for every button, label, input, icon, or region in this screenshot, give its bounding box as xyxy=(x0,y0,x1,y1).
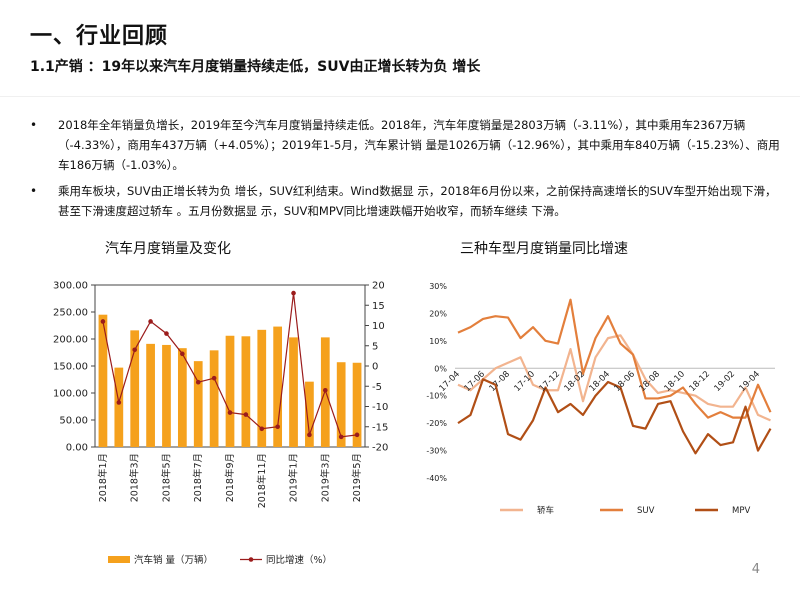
growth-point xyxy=(180,351,185,357)
left-axis-tick-label: 150.00 xyxy=(53,362,88,373)
sales-bar-line-chart: 0.00 50.00 100.00 150.00 200.00 250.00 300.00 -… xyxy=(53,281,388,567)
right-axis-tick-label: 0 xyxy=(372,362,378,373)
y-axis-tick-label: -20% xyxy=(426,419,447,428)
sales-bar xyxy=(241,336,251,447)
x-axis-tick-label: 19-04 xyxy=(738,369,763,394)
growth-point xyxy=(211,375,217,381)
legend-label-growth: 同比增速（%） xyxy=(266,554,332,566)
chart-2-title: 三种车型月度销量同比增速 xyxy=(460,241,628,257)
growth-point xyxy=(243,412,249,417)
legend-label-3: MPV xyxy=(732,506,750,516)
sales-bar xyxy=(225,335,235,447)
sales-bar xyxy=(209,350,219,447)
page-number: 4 xyxy=(751,562,760,577)
sales-bar xyxy=(146,343,155,447)
growth-point xyxy=(227,410,233,415)
sales-bar xyxy=(177,348,187,447)
legend-label-sales: 汽车销 量（万辆） xyxy=(134,554,213,566)
legend-label-2: SUV xyxy=(637,506,655,516)
growth-point xyxy=(354,432,360,438)
x-axis-tick-label: 2018年7月 xyxy=(192,453,204,502)
left-axis-tick-label: 300.00 xyxy=(53,281,88,292)
bullet-dot-icon: • xyxy=(30,118,38,132)
growth-point xyxy=(291,290,296,296)
growth-point xyxy=(275,424,280,430)
x-axis-tick-label: 2018年11月 xyxy=(256,453,268,508)
sales-bar xyxy=(352,362,362,447)
x-axis-tick-label: 2019年3月 xyxy=(319,453,331,502)
sales-bar xyxy=(98,314,108,447)
sales-bar xyxy=(273,326,283,447)
y-axis-tick-label: 20% xyxy=(429,309,447,318)
right-axis-tick-label: 5 xyxy=(372,341,378,352)
sales-bar xyxy=(305,381,314,447)
y-axis-tick-label: -10% xyxy=(426,392,447,401)
segment-growth-line-chart: 30%20%10%0%-10%-20%-30%-40%17-04 17-06 17-… xyxy=(426,282,775,516)
series-line-3 xyxy=(457,378,772,455)
growth-point xyxy=(338,434,344,440)
x-axis-tick-label: 17-06 xyxy=(463,369,488,394)
chart-1-title: 汽车月度销量及变化 xyxy=(105,241,231,257)
bullet-list: • 2018年全年销量负增长，2019年至今汽车月度销量持续走低。2018年，汽车… xyxy=(30,115,780,227)
y-axis-tick-label: 30% xyxy=(429,282,447,291)
bullet-text: 2018年全年销量负增长，2019年至今汽车月度销量持续走低。2018年，汽车年… xyxy=(58,118,780,172)
growth-point xyxy=(116,400,122,405)
bullet-dot-icon: • xyxy=(30,184,38,198)
right-axis-tick-label: 15 xyxy=(372,301,385,312)
growth-point xyxy=(164,331,169,336)
growth-point xyxy=(195,379,201,385)
x-axis-tick-label: 17-10 xyxy=(513,369,538,394)
left-axis-tick-label: 0.00 xyxy=(66,443,88,454)
x-axis-tick-label: 2018年9月 xyxy=(224,453,236,502)
right-axis-tick-label: -20 xyxy=(372,443,388,454)
x-axis-tick-label: 19-02 xyxy=(713,369,738,394)
left-axis-tick-label: 100.00 xyxy=(53,389,88,400)
growth-point xyxy=(148,319,153,324)
right-axis-tick-label: 20 xyxy=(372,281,385,292)
x-axis-tick-label: 2018年1月 xyxy=(97,453,109,502)
x-axis-tick-label: 18-02 xyxy=(563,369,588,394)
bullet-text: 乘用车板块，SUV由正增长转为负 增长，SUV红利结束。Wind数据显 示，20… xyxy=(58,184,777,218)
right-axis-tick-label: 10 xyxy=(372,321,385,332)
sales-bar xyxy=(162,344,171,447)
sales-bar xyxy=(130,330,140,447)
right-axis-tick-label: -15 xyxy=(372,422,388,433)
x-axis-tick-label: 2018年3月 xyxy=(129,453,141,502)
sales-bar xyxy=(336,362,346,447)
growth-point xyxy=(322,388,328,393)
left-axis-tick-label: 200.00 xyxy=(53,335,88,346)
page-subtitle: 1.1产销 ：19年以来汽车月度销量持续走低，SUV由正增长转为负 增长 xyxy=(30,59,481,75)
bullet-item: • 乘用车板块，SUV由正增长转为负 增长，SUV红利结束。Wind数据显 示，2… xyxy=(30,181,780,221)
right-axis-tick-label: -10 xyxy=(372,402,388,413)
y-axis-tick-label: -30% xyxy=(426,447,447,456)
series-line-1 xyxy=(457,334,771,422)
x-axis-tick-label: 2019年5月 xyxy=(351,453,363,502)
left-axis-tick-label: 50.00 xyxy=(59,416,88,427)
y-axis-tick-label: 0% xyxy=(434,364,447,373)
legend-label-1: 轿车 xyxy=(537,505,554,516)
bullet-item: • 2018年全年销量负增长，2019年至今汽车月度销量持续走低。2018年，汽车… xyxy=(30,115,780,175)
divider xyxy=(0,96,800,97)
page-title: 一、行业回顾 xyxy=(30,24,169,49)
growth-point xyxy=(259,426,265,432)
growth-point xyxy=(132,347,138,353)
sales-bar xyxy=(289,337,298,447)
y-axis-tick-label: -40% xyxy=(426,474,447,483)
sales-bar xyxy=(114,367,124,447)
legend-swatch-sales xyxy=(108,556,130,563)
series-line-2 xyxy=(457,298,772,419)
x-axis-tick-label: 2018年5月 xyxy=(160,453,172,502)
left-axis-tick-label: 250.00 xyxy=(53,308,88,319)
x-axis-tick-label: 18-06 xyxy=(613,369,638,394)
legend-marker-growth xyxy=(248,557,254,562)
x-axis-tick-label: 18-12 xyxy=(688,369,713,394)
sales-bar xyxy=(257,329,267,447)
growth-point xyxy=(100,319,106,324)
x-axis-tick-label: 2019年1月 xyxy=(288,453,300,502)
right-axis-tick-label: -5 xyxy=(372,382,382,393)
growth-point xyxy=(307,432,312,438)
y-axis-tick-label: 10% xyxy=(429,337,447,346)
sales-bar xyxy=(193,361,203,447)
